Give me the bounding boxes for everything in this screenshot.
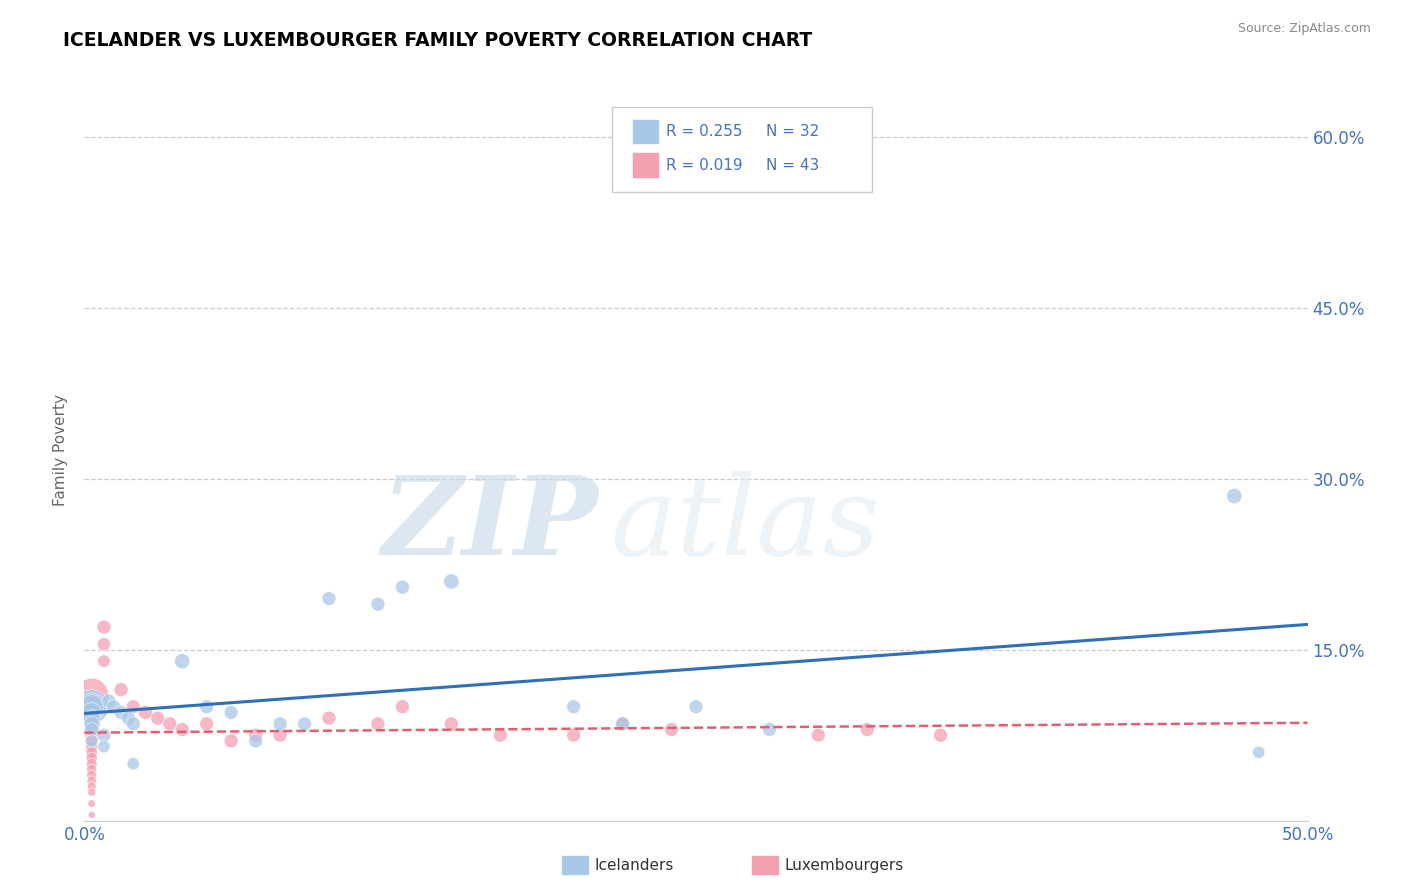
Point [80, 728, 103, 742]
Point [80, 699, 103, 714]
Point [80, 785, 103, 799]
Text: R = 0.255: R = 0.255 [666, 124, 742, 138]
Point [117, 711, 139, 725]
Point [294, 716, 316, 731]
Point [807, 728, 830, 742]
Point [93, 739, 115, 754]
Point [685, 699, 707, 714]
Point [318, 711, 340, 725]
Point [758, 723, 780, 737]
Point [269, 716, 291, 731]
Text: ICELANDER VS LUXEMBOURGER FAMILY POVERTY CORRELATION CHART: ICELANDER VS LUXEMBOURGER FAMILY POVERTY… [63, 31, 813, 50]
Point [1223, 489, 1246, 503]
Text: atlas: atlas [610, 471, 880, 578]
Point [80, 716, 103, 731]
Point [80, 689, 103, 703]
Text: R = 0.019: R = 0.019 [666, 158, 742, 172]
Point [110, 682, 132, 697]
Point [172, 654, 194, 668]
Point [80, 751, 103, 765]
Point [172, 723, 194, 737]
Text: ZIP: ZIP [381, 471, 598, 578]
Point [612, 716, 634, 731]
Point [367, 716, 389, 731]
Point [219, 734, 242, 748]
Point [367, 597, 389, 611]
Point [80, 734, 103, 748]
Point [80, 768, 103, 782]
Point [489, 728, 512, 742]
Point [856, 723, 879, 737]
Point [97, 694, 120, 708]
Point [391, 580, 413, 594]
Point [93, 728, 115, 742]
Point [195, 716, 218, 731]
Point [80, 739, 103, 754]
Point [440, 716, 463, 731]
Point [929, 728, 952, 742]
Point [93, 620, 115, 634]
Point [80, 711, 103, 725]
Point [80, 711, 103, 725]
Point [93, 637, 115, 651]
Point [562, 699, 585, 714]
Point [440, 574, 463, 589]
Point [195, 699, 218, 714]
Point [135, 706, 157, 720]
Point [80, 756, 103, 771]
Point [562, 728, 585, 742]
Point [80, 716, 103, 731]
Point [80, 763, 103, 777]
Point [80, 780, 103, 794]
Text: Icelanders: Icelanders [595, 858, 673, 872]
Text: N = 32: N = 32 [766, 124, 820, 138]
Point [80, 706, 103, 720]
Point [661, 723, 683, 737]
Point [80, 723, 103, 737]
Point [80, 699, 103, 714]
Y-axis label: Family Poverty: Family Poverty [53, 394, 69, 507]
Point [245, 734, 267, 748]
Point [612, 716, 634, 731]
Point [93, 654, 115, 668]
Point [1247, 745, 1270, 759]
Point [80, 808, 103, 822]
Point [146, 711, 169, 725]
Point [110, 706, 132, 720]
Point [80, 773, 103, 788]
Point [80, 745, 103, 759]
Text: N = 43: N = 43 [766, 158, 820, 172]
Point [103, 699, 125, 714]
Point [80, 797, 103, 811]
Point [122, 716, 145, 731]
Text: Luxembourgers: Luxembourgers [785, 858, 904, 872]
Text: Source: ZipAtlas.com: Source: ZipAtlas.com [1237, 22, 1371, 36]
Point [80, 734, 103, 748]
Point [159, 716, 181, 731]
Point [80, 723, 103, 737]
Point [269, 728, 291, 742]
Point [80, 699, 103, 714]
Point [219, 706, 242, 720]
Point [318, 591, 340, 606]
Point [80, 699, 103, 714]
Point [80, 706, 103, 720]
Point [122, 699, 145, 714]
Point [391, 699, 413, 714]
Point [122, 756, 145, 771]
Point [245, 728, 267, 742]
